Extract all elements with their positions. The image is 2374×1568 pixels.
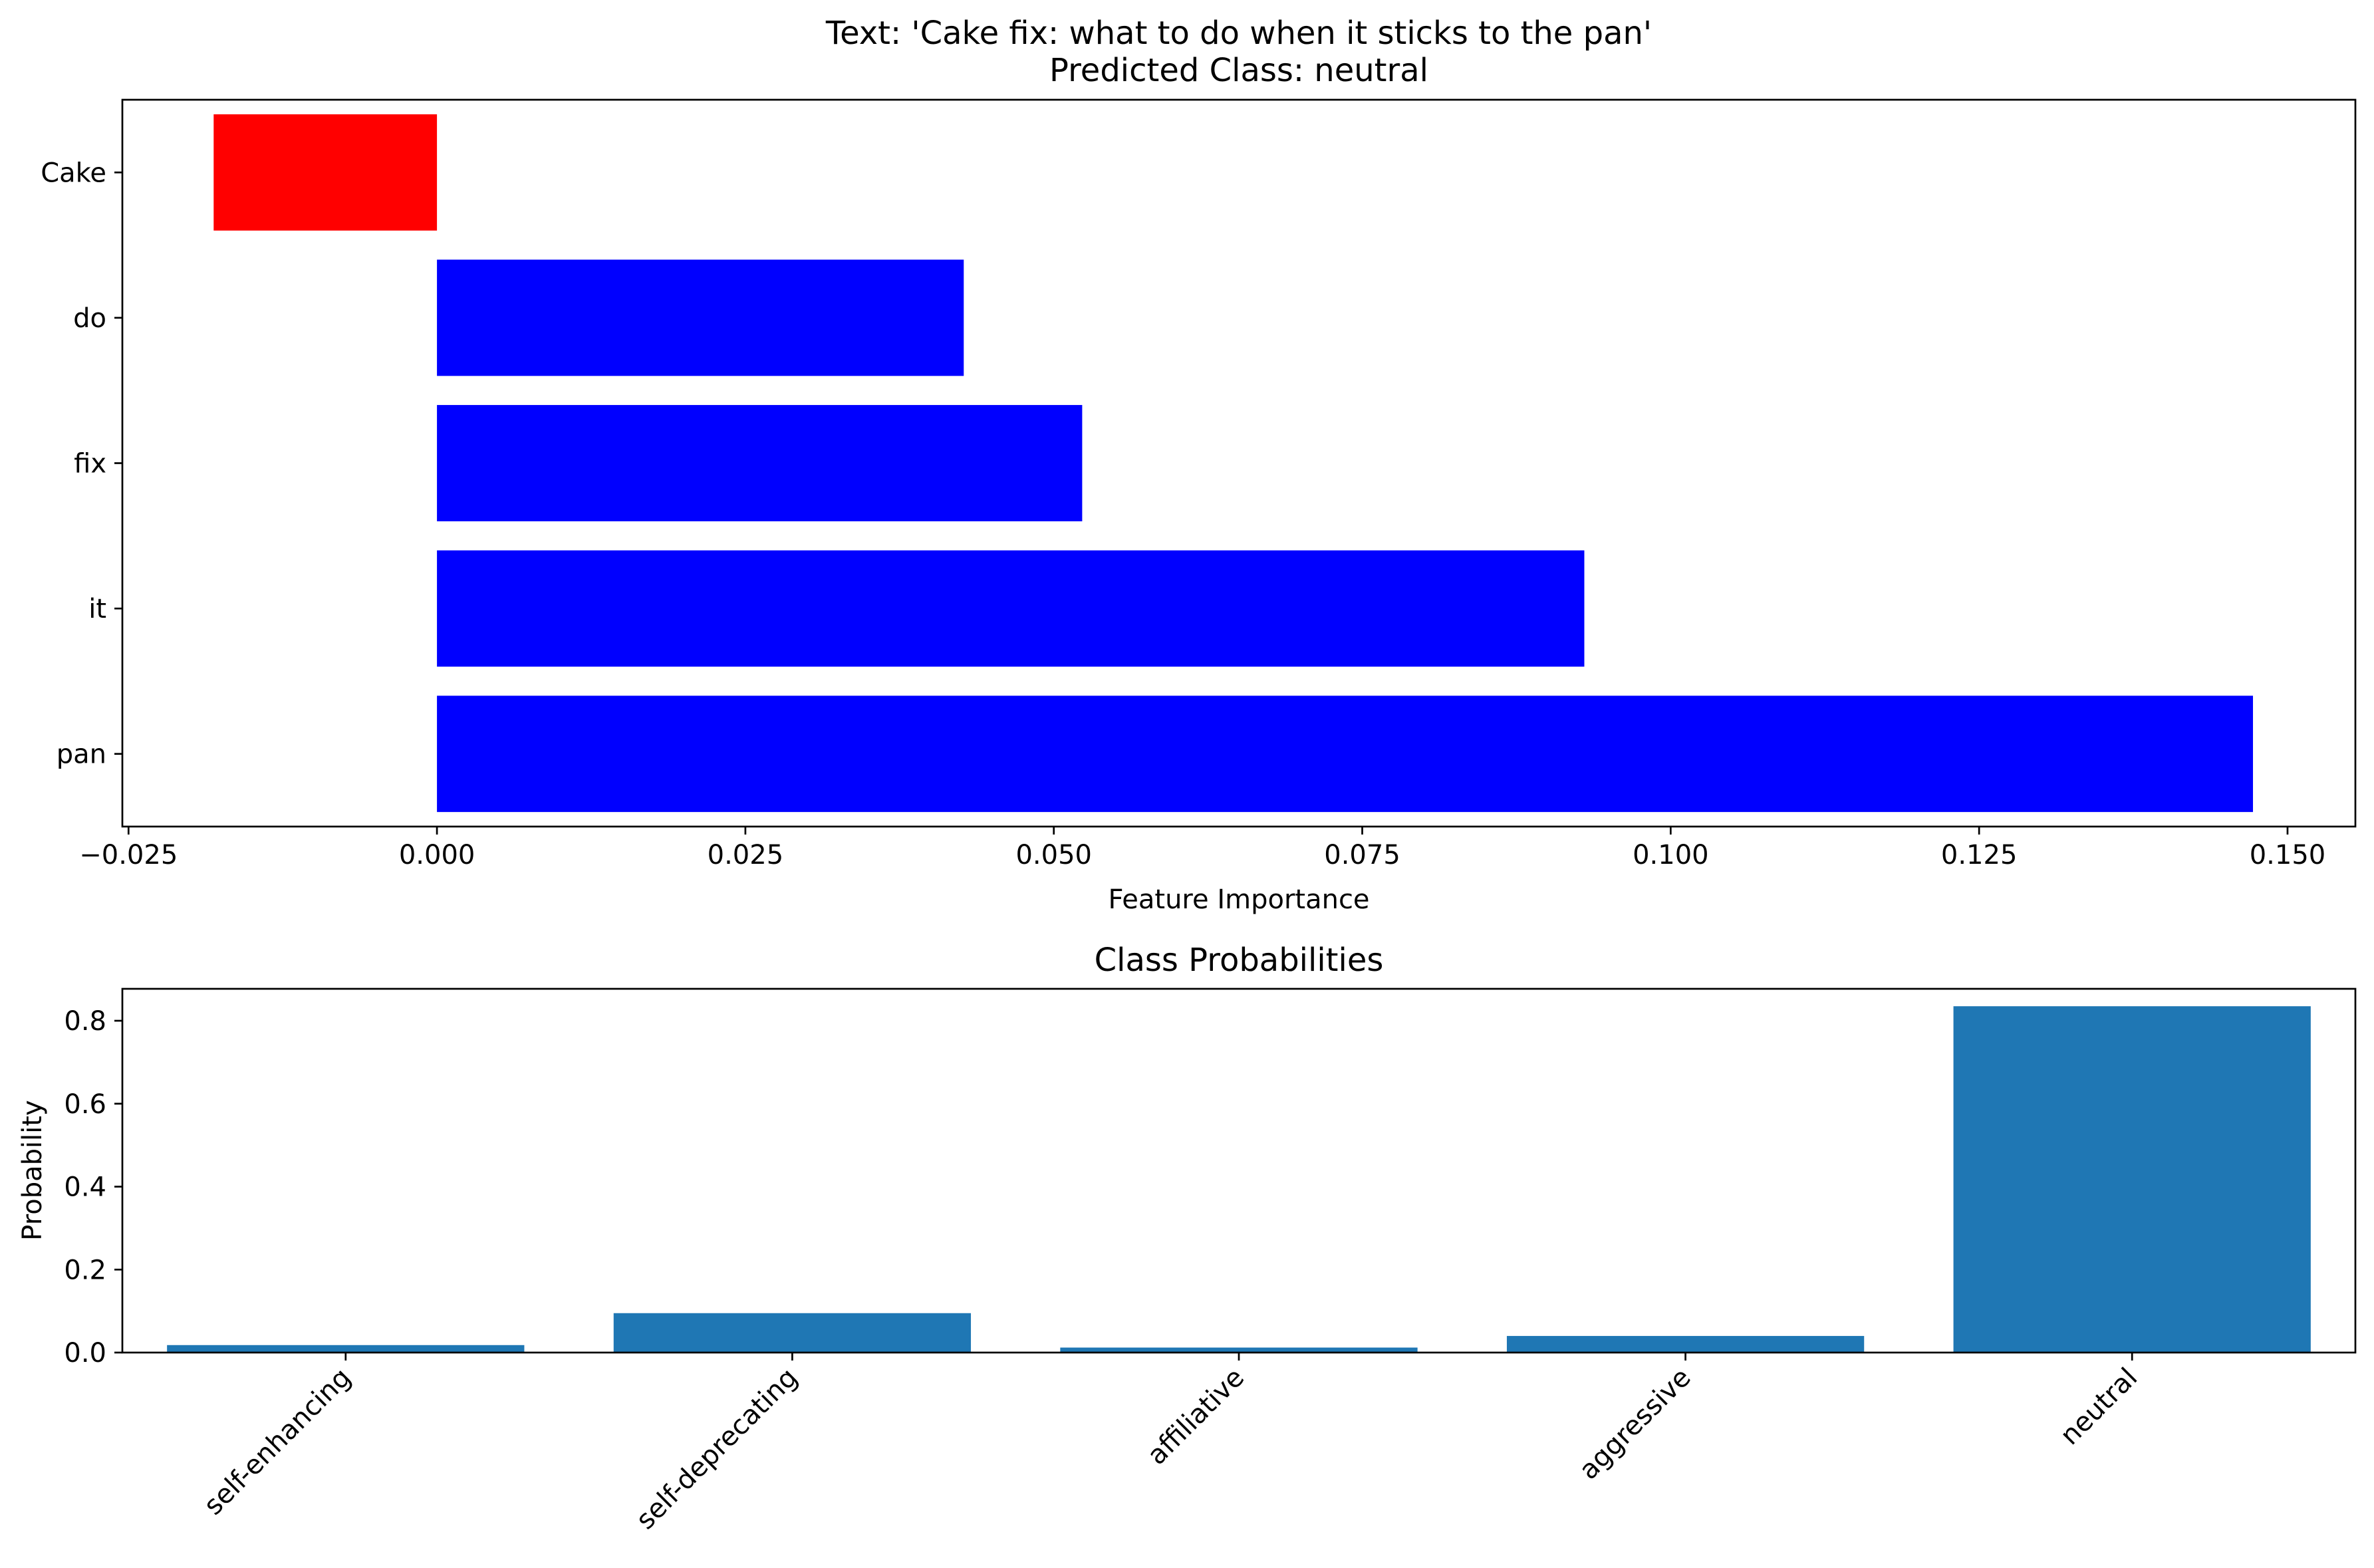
- y-tick-label: Cake: [41, 158, 106, 188]
- y-tick-label: 0.0: [64, 1338, 106, 1369]
- probability-bar: [1953, 1006, 2311, 1353]
- probability-bar: [1060, 1347, 1418, 1353]
- x-tick-label: 0.125: [1941, 840, 2018, 870]
- importance-bar: [437, 405, 1083, 521]
- y-tick-label: 0.4: [64, 1172, 106, 1203]
- chart-subtitle: Predicted Class: neutral: [1049, 52, 1428, 89]
- y-tick-label: do: [73, 303, 106, 334]
- y-tick-label: 0.8: [64, 1006, 106, 1037]
- y-tick-label: it: [88, 594, 106, 624]
- y-tick-label: 0.6: [64, 1089, 106, 1120]
- y-tick-label: pan: [57, 739, 106, 770]
- y-axis-label: Probability: [17, 1100, 48, 1240]
- x-tick-label: 0.150: [2250, 840, 2326, 870]
- x-tick-label: 0.000: [399, 840, 475, 870]
- x-tick-label: 0.025: [708, 840, 784, 870]
- importance-bar: [437, 696, 2254, 813]
- probability-bar: [167, 1345, 525, 1353]
- probability-y-ticks: 0.0 0.2 0.4 0.6 0.8: [64, 1006, 122, 1369]
- importance-bars: [213, 114, 2254, 813]
- x-tick-label: 0.100: [1633, 840, 1709, 870]
- x-tick-label: 0.050: [1015, 840, 1092, 870]
- chart-title: Text: 'Cake fix: what to do when it stic…: [825, 15, 1652, 52]
- y-tick-label: 0.2: [64, 1255, 106, 1285]
- probabilities-title: Class Probabilities: [1095, 942, 1384, 979]
- probability-bar: [1506, 1336, 1865, 1353]
- x-axis-label: Feature Importance: [1108, 884, 1369, 915]
- importance-x-ticks: −0.025 0.000 0.025 0.050 0.075 0.100 0.125 0.15…: [79, 827, 2325, 870]
- importance-bar: [437, 550, 1585, 667]
- probability-bar: [613, 1313, 972, 1353]
- x-tick-label: 0.075: [1324, 840, 1400, 870]
- y-tick-label: fix: [74, 449, 106, 479]
- probability-bars: [167, 1006, 2311, 1353]
- importance-bar: [437, 259, 964, 376]
- importance-bar: [213, 114, 438, 231]
- feature-importance-chart: Text: 'Cake fix: what to do when it stic…: [41, 15, 2357, 915]
- importance-y-ticks: Cake do fix it pan: [41, 158, 122, 770]
- x-tick-label: −0.025: [79, 840, 178, 870]
